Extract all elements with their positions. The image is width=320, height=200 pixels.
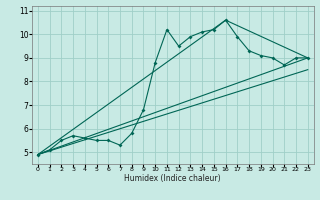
X-axis label: Humidex (Indice chaleur): Humidex (Indice chaleur) xyxy=(124,174,221,183)
